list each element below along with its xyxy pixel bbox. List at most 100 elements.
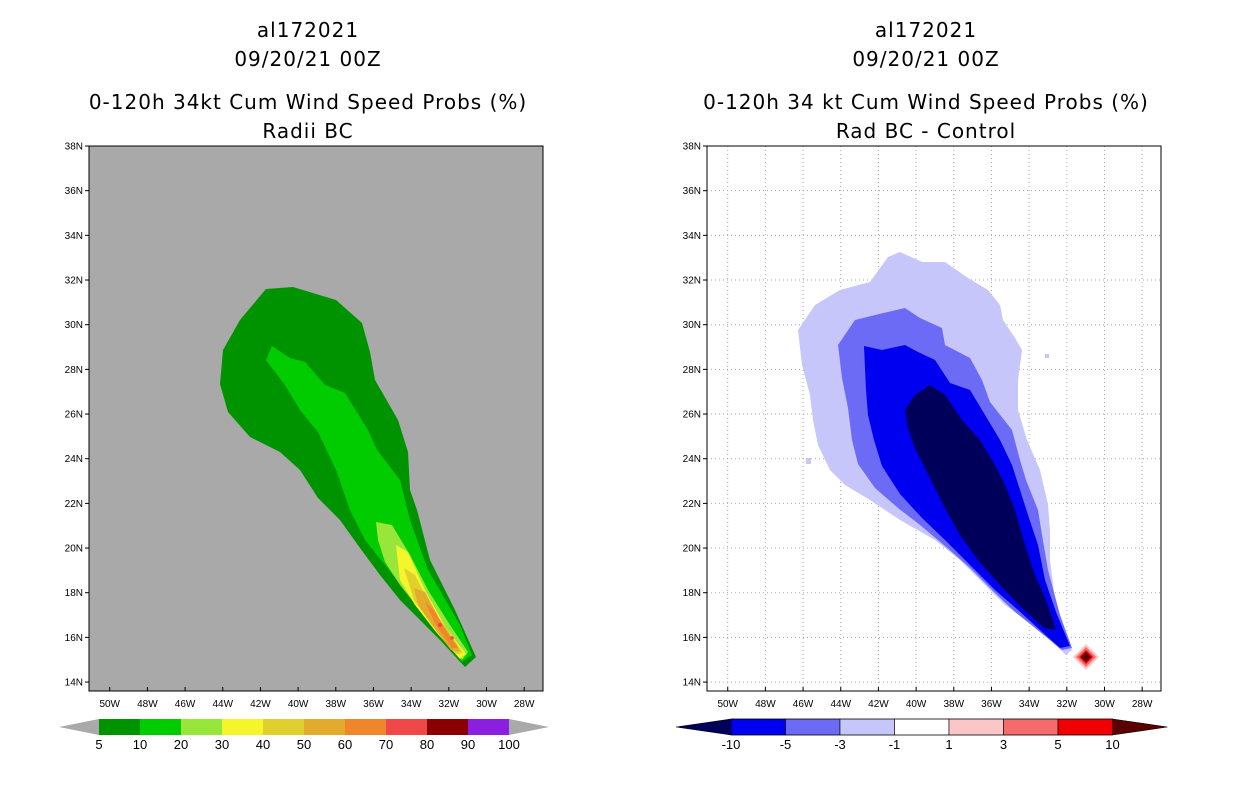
right-lat-label: 32N <box>683 276 701 287</box>
right-colorbar-swatch <box>1057 718 1113 736</box>
left-lat-label: 22N <box>65 499 83 510</box>
right-lat-label: 34N <box>683 231 701 242</box>
right-lat-label: 14N <box>683 678 701 689</box>
right-colorbar-swatch <box>839 718 895 736</box>
left-lat-label: 28N <box>65 365 83 376</box>
left-lat-label: 36N <box>65 186 83 197</box>
left-axis-ticks: 38N 36N 34N 32N 30N 28N 26N 24N 22N 20N 18N 16N 14N 5… <box>65 142 535 711</box>
right-lat-label: 24N <box>683 454 701 465</box>
right-colorbar-swatch <box>730 718 786 736</box>
left-lon-label: 50W <box>99 699 120 710</box>
left-lon-label: 36W <box>363 699 384 710</box>
left-lon-label: 30W <box>476 699 497 710</box>
left-colorbar-under-triangle <box>59 719 99 735</box>
left-title-product: 0-120h 34kt Cum Wind Speed Probs (%) <box>88 90 528 114</box>
left-lon-label: 34W <box>401 699 422 710</box>
left-colorbar-label: 10 <box>133 737 147 752</box>
left-title-storm: al172021 <box>256 18 360 42</box>
right-lon-label: 36W <box>981 699 1002 710</box>
right-lat-label: 16N <box>683 633 701 644</box>
right-colorbar-label: 5 <box>1054 737 1061 752</box>
right-lon-label: 32W <box>1057 699 1078 710</box>
right-contour-speck2 <box>806 458 811 464</box>
right-colorbar-swatch <box>948 718 1004 736</box>
left-colorbar-swatch <box>386 719 427 735</box>
left-title-subtitle: Radii BC <box>262 119 354 143</box>
left-colorbar-label: 70 <box>379 737 393 752</box>
right-map-frame <box>706 145 1162 692</box>
left-colorbar-label: 80 <box>420 737 434 752</box>
left-lat-label: 38N <box>65 142 83 153</box>
left-contour-30 <box>396 545 466 659</box>
right-lat-label: 20N <box>683 544 701 555</box>
left-lat-label: 18N <box>65 588 83 599</box>
left-colorbar-label: 60 <box>338 737 352 752</box>
right-colorbar-swatch <box>894 718 950 736</box>
left-lon-label: 32W <box>439 699 460 710</box>
left-colorbar-swatch <box>304 719 345 735</box>
right-lon-label: 38W <box>943 699 964 710</box>
right-lon-label: 34W <box>1019 699 1040 710</box>
right-colorbar-label: -5 <box>780 737 792 752</box>
right-lon-label: 30W <box>1094 699 1115 710</box>
left-lat-label: 32N <box>65 276 83 287</box>
right-title-storm: al172021 <box>874 18 978 42</box>
left-colorbar-swatch <box>222 719 263 735</box>
left-title-date: 09/20/21 00Z <box>234 47 382 71</box>
right-lon-label: 28W <box>1132 699 1153 710</box>
left-colorbar-swatch <box>99 719 140 735</box>
left-lat-label: 20N <box>65 544 83 555</box>
right-contour-minus10 <box>905 385 1056 630</box>
left-lat-label: 34N <box>65 231 83 242</box>
left-map: 38N 36N 34N 32N 30N 28N 26N 24N 22N 20N 18N 16N 14N 5… <box>65 142 544 711</box>
left-lon-label: 40W <box>288 699 309 710</box>
left-colorbar-swatch <box>263 719 304 735</box>
right-colorbar-swatch <box>1003 718 1059 736</box>
right-lat-label: 38N <box>683 142 701 153</box>
right-colorbar: -10 -5 -3 -1 1 3 5 10 <box>675 718 1168 752</box>
left-colorbar-label: 5 <box>95 737 102 752</box>
left-lat-label: 26N <box>65 410 83 421</box>
right-lat-label: 30N <box>683 320 701 331</box>
right-colorbar-over-triangle <box>1112 719 1168 735</box>
left-colorbar-label: 100 <box>498 737 520 752</box>
right-colorbar-swatch <box>785 718 841 736</box>
right-colorbar-label: 3 <box>1000 737 1007 752</box>
right-title-subtitle: Rad BC - Control <box>835 119 1017 143</box>
right-lat-label: 22N <box>683 499 701 510</box>
right-title-product: 0-120h 34 kt Cum Wind Speed Probs (%) <box>703 90 1149 114</box>
right-lon-label: 44W <box>830 699 851 710</box>
left-lon-label: 44W <box>212 699 233 710</box>
right-colorbar-label: 10 <box>1105 737 1119 752</box>
left-map-frame <box>88 145 544 692</box>
right-axis-ticks: 38N 36N 34N 32N 30N 28N 26N 24N 22N 20N 18N 16N 14N 5… <box>683 142 1153 711</box>
left-lon-label: 28W <box>514 699 535 710</box>
right-colorbar-label: -1 <box>889 737 901 752</box>
left-colorbar-over-triangle <box>509 719 549 735</box>
right-lat-label: 26N <box>683 410 701 421</box>
right-map: 38N 36N 34N 32N 30N 28N 26N 24N 22N 20N 18N 16N 14N 5… <box>683 142 1162 711</box>
left-lon-label: 38W <box>325 699 346 710</box>
right-lat-label: 18N <box>683 588 701 599</box>
left-colorbar-label: 50 <box>297 737 311 752</box>
left-colorbar-swatch <box>181 719 222 735</box>
left-lat-label: 30N <box>65 320 83 331</box>
right-lat-label: 36N <box>683 186 701 197</box>
left-colorbar-swatch <box>140 719 181 735</box>
right-lon-label: 50W <box>717 699 738 710</box>
right-colorbar-label: -10 <box>722 737 741 752</box>
left-colorbar-label: 30 <box>215 737 229 752</box>
left-colorbar-swatch <box>427 719 468 735</box>
left-lon-label: 42W <box>250 699 271 710</box>
right-title-date: 09/20/21 00Z <box>852 47 1000 71</box>
left-lat-label: 14N <box>65 678 83 689</box>
right-lon-label: 48W <box>755 699 776 710</box>
right-contour-plus10 <box>1081 652 1091 662</box>
left-colorbar-swatch <box>345 719 386 735</box>
right-colorbar-outline <box>675 718 1168 736</box>
right-colorbar-label: 1 <box>945 737 952 752</box>
left-colorbar-label: 20 <box>174 737 188 752</box>
left-lon-label: 48W <box>137 699 158 710</box>
right-lon-label: 46W <box>793 699 814 710</box>
